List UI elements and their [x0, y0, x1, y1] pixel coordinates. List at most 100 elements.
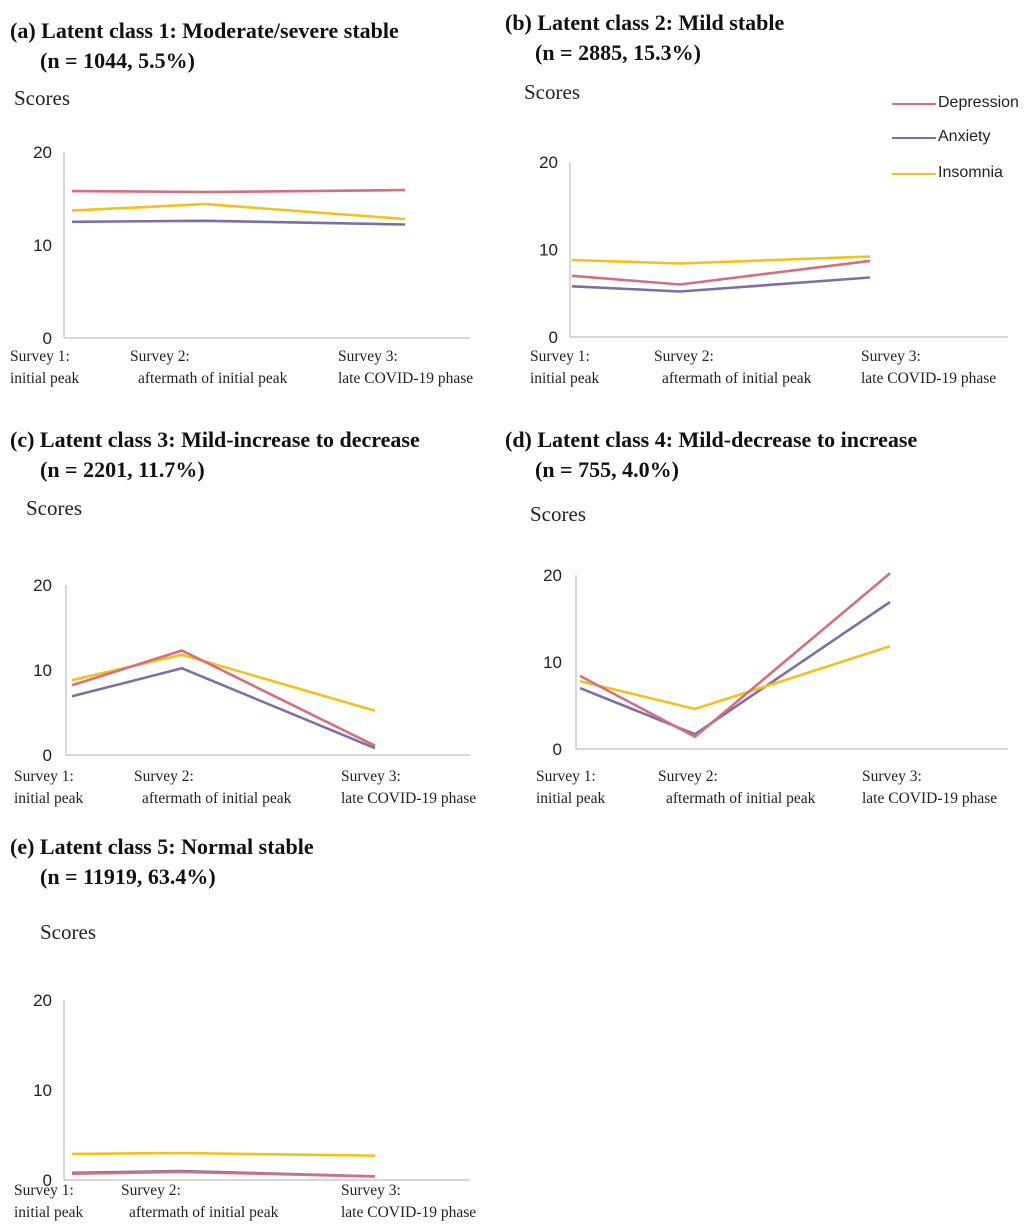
panel-title: (d) Latent class 4: Mild-decrease to inc…: [505, 425, 917, 485]
y-tick-label: 10: [539, 241, 558, 260]
y-tick-label: 10: [33, 661, 52, 680]
y-tick-label: 10: [33, 1081, 52, 1100]
series-line-anxiety: [571, 276, 871, 293]
legend-swatch: [892, 173, 936, 175]
plot-area: 0 10 20: [539, 153, 1008, 347]
panel-title-line1: (e) Latent class 5: Normal stable: [10, 834, 314, 859]
x-category-line2: late COVID-19 phase: [341, 790, 477, 807]
panel-title: (a) Latent class 1: Moderate/severe stab…: [10, 16, 399, 76]
y-tick-label: 20: [539, 153, 558, 172]
y-tick-label: 10: [33, 236, 52, 255]
x-category-3: Survey 3: late COVID-19 phase: [861, 346, 996, 390]
series-line-depression: [571, 259, 871, 286]
x-category-line2: late COVID-19 phase: [341, 1204, 477, 1221]
x-category-3: Survey 3: late COVID-19 phase: [341, 1180, 476, 1224]
x-category-line2: initial peak: [10, 370, 80, 387]
x-category-line1: Survey 1:: [14, 1182, 74, 1199]
x-category-line1: Survey 2:: [121, 1182, 181, 1199]
series-line-depression: [71, 188, 406, 194]
y-tick-label: 20: [33, 143, 52, 162]
x-category-line2: initial peak: [14, 790, 84, 807]
x-category-1: Survey 1: initial peak: [14, 766, 83, 810]
panel-title-line2: (n = 11919, 63.4%): [40, 864, 216, 889]
panel-title-line2: (n = 1044, 5.5%): [40, 48, 195, 73]
y-tick-label: 10: [543, 653, 562, 672]
x-category-1: Survey 1: initial peak: [14, 1180, 83, 1224]
x-category-line1: Survey 1:: [10, 348, 70, 365]
x-category-2: Survey 2: aftermath of initial peak: [130, 346, 287, 390]
x-category-line2: initial peak: [530, 370, 600, 387]
x-category-2: Survey 2: aftermath of initial peak: [658, 766, 815, 810]
x-category-line2: aftermath of initial peak: [662, 370, 812, 387]
x-category-line2: initial peak: [14, 1204, 84, 1221]
x-category-line1: Survey 3:: [861, 348, 921, 365]
y-tick-label: 0: [549, 328, 558, 347]
series-line-insomnia: [71, 202, 406, 221]
y-tick-label: 20: [33, 991, 52, 1010]
x-category-line1: Survey 2:: [134, 768, 194, 785]
x-category-line1: Survey 1:: [536, 768, 596, 785]
series-line-insomnia: [71, 1151, 376, 1157]
x-category-line1: Survey 3:: [341, 768, 401, 785]
legend-swatch: [892, 103, 936, 105]
x-category-line1: Survey 1:: [14, 768, 74, 785]
panel-title-line1: (c) Latent class 3: Mild-increase to dec…: [10, 427, 420, 452]
x-category-3: Survey 3: late COVID-19 phase: [862, 766, 997, 810]
y-tick-label: 0: [553, 740, 562, 759]
x-category-line2: aftermath of initial peak: [129, 1204, 279, 1221]
x-category-line2: late COVID-19 phase: [862, 790, 998, 807]
series-line-depression: [71, 1170, 376, 1178]
panel-title-line1: (b) Latent class 2: Mild stable: [505, 10, 785, 35]
x-category-2: Survey 2: aftermath of initial peak: [121, 1180, 278, 1224]
panel-title: (e) Latent class 5: Normal stable (n = 1…: [10, 832, 314, 892]
y-axis-label: Scores: [530, 502, 586, 526]
series-line-depression: [579, 572, 891, 739]
y-tick-label: 20: [33, 576, 52, 595]
x-category-line1: Survey 2:: [658, 768, 718, 785]
y-tick-label: 0: [43, 329, 52, 348]
x-category-line1: Survey 2:: [130, 348, 190, 365]
legend-label: Anxiety: [938, 128, 991, 145]
plot-area: 0 10 20: [33, 576, 470, 765]
x-category-line1: Survey 3:: [341, 1182, 401, 1199]
x-category-line2: late COVID-19 phase: [861, 370, 997, 387]
panel-title-line1: (d) Latent class 4: Mild-decrease to inc…: [505, 427, 918, 452]
x-category-line2: initial peak: [536, 790, 606, 807]
series-line-anxiety: [579, 600, 891, 736]
series-line-depression: [71, 649, 376, 747]
legend-swatch: [892, 137, 936, 139]
panel-title: (b) Latent class 2: Mild stable (n = 288…: [505, 8, 784, 68]
x-category-line1: Survey 3:: [338, 348, 398, 365]
y-tick-label: 0: [43, 1171, 52, 1190]
x-category-line2: aftermath of initial peak: [138, 370, 288, 387]
panel-title-line2: (n = 755, 4.0%): [535, 457, 679, 482]
x-category-3: Survey 3: late COVID-19 phase: [338, 346, 473, 390]
y-tick-label: 0: [43, 746, 52, 765]
plot-area: 0 10 20: [543, 566, 1008, 759]
x-category-line1: Survey 2:: [654, 348, 714, 365]
x-category-line2: aftermath of initial peak: [142, 790, 292, 807]
y-axis-label: Scores: [40, 920, 96, 944]
x-category-line1: Survey 1:: [530, 348, 590, 365]
panel-title-line1: (a) Latent class 1: Moderate/severe stab…: [10, 18, 399, 43]
series-line-insomnia: [571, 255, 871, 265]
x-category-1: Survey 1: initial peak: [10, 346, 79, 390]
x-category-line2: late COVID-19 phase: [338, 370, 474, 387]
y-axis-label: Scores: [14, 86, 70, 110]
legend-label: Depression: [938, 94, 1019, 111]
x-category-1: Survey 1: initial peak: [530, 346, 599, 390]
series-line-insomnia: [71, 653, 376, 713]
x-category-3: Survey 3: late COVID-19 phase: [341, 766, 476, 810]
panel-title: (c) Latent class 3: Mild-increase to dec…: [10, 425, 420, 485]
x-category-2: Survey 2: aftermath of initial peak: [654, 346, 811, 390]
plot-area: 0 10 20: [33, 143, 470, 348]
panel-title-line2: (n = 2885, 15.3%): [535, 40, 701, 65]
y-axis-label: Scores: [524, 80, 580, 104]
x-category-2: Survey 2: aftermath of initial peak: [134, 766, 291, 810]
series-line-anxiety: [71, 219, 406, 226]
series-line-anxiety: [71, 667, 376, 750]
y-tick-label: 20: [543, 566, 562, 585]
panel-title-line2: (n = 2201, 11.7%): [40, 457, 205, 482]
x-category-line2: aftermath of initial peak: [666, 790, 816, 807]
y-axis-label: Scores: [26, 496, 82, 520]
